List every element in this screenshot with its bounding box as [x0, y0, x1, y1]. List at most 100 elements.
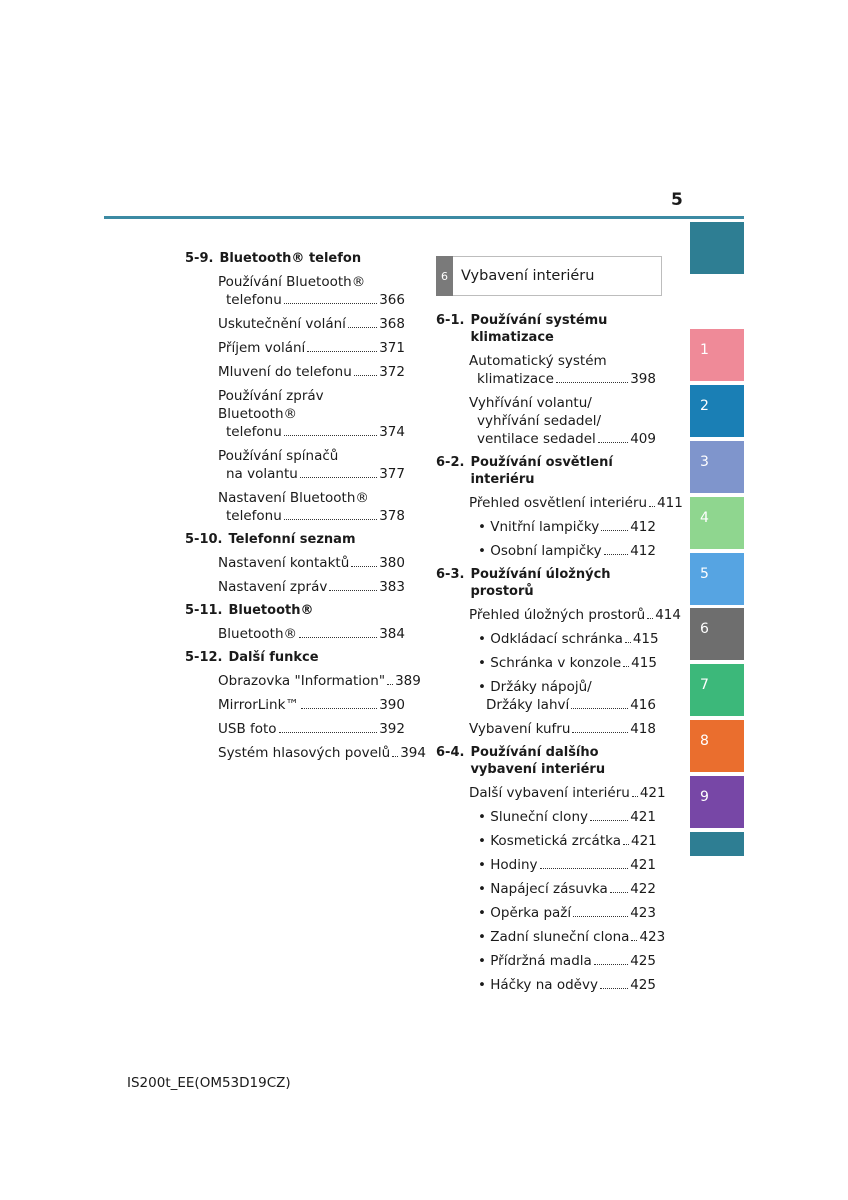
tab-7[interactable]: 7: [690, 664, 744, 716]
section-heading: 6-4. Používání dalšího vybavení interiéru: [436, 745, 606, 777]
section-heading: 5-9. Bluetooth® telefon: [185, 251, 362, 266]
page-ref: 392: [379, 721, 405, 737]
page-ref: 389: [395, 673, 421, 689]
page-ref: 412: [630, 519, 656, 535]
toc-entry[interactable]: Používání Bluetooth® telefonu 366: [218, 274, 405, 308]
toc-entry[interactable]: Další vybavení interiéru 421: [469, 785, 666, 801]
toc-entry[interactable]: • Kosmetická zrcátka 421: [478, 833, 657, 849]
page-ref: 421: [630, 809, 656, 825]
toc-entry[interactable]: Přehled osvětlení interiéru 411: [469, 495, 683, 511]
tab-9[interactable]: 9: [690, 776, 744, 828]
page-ref: 398: [630, 371, 656, 387]
tab-2[interactable]: 2: [690, 385, 744, 437]
toc-entry[interactable]: Bluetooth® 384: [218, 626, 405, 642]
chapter-title: Vybavení interiéru: [461, 268, 595, 284]
page-ref: 423: [639, 929, 666, 945]
tab-label: 6: [700, 621, 709, 637]
chapter-header: 6 Vybavení interiéru: [436, 256, 662, 296]
tab-3[interactable]: 3: [690, 441, 744, 493]
section-heading: 6-1. Používání systému klimatizace: [436, 313, 608, 345]
toc-entry[interactable]: • Sluneční clony 421: [478, 809, 656, 825]
toc-entry[interactable]: Automatický systém klimatizace 398: [469, 353, 656, 387]
section-heading: 5-11. Bluetooth®: [185, 603, 314, 618]
tab-bottom[interactable]: [690, 832, 744, 856]
page-ref: 425: [630, 977, 656, 993]
page-ref: 383: [379, 579, 405, 595]
page-ref: 411: [657, 495, 683, 511]
toc-entry[interactable]: Příjem volání 371: [218, 340, 405, 356]
page-ref: 423: [630, 905, 656, 921]
chapter-number-badge: 6: [436, 256, 453, 296]
page-ref: 418: [630, 721, 656, 737]
toc-entry[interactable]: Používání zpráv Bluetooth® telefonu 374: [218, 388, 405, 440]
tab-label: 2: [700, 398, 709, 414]
tab-current[interactable]: [690, 222, 744, 274]
page-ref: 414: [655, 607, 681, 623]
page-ref: 371: [379, 340, 405, 356]
tab-label: 5: [700, 566, 709, 582]
toc-left-column: 5-9. Bluetooth® telefon Používání Bluetoo…: [185, 250, 426, 768]
tab-6[interactable]: 6: [690, 608, 744, 660]
toc-entry[interactable]: Nastavení kontaktů 380: [218, 555, 405, 571]
page-ref: 422: [630, 881, 656, 897]
toc-entry[interactable]: Nastavení zpráv 383: [218, 579, 405, 595]
toc-entry[interactable]: Vyhřívání volantu/vyhřívání sedadel/vent…: [469, 395, 656, 447]
toc-entry[interactable]: • Držáky nápojů/Držáky lahví 416: [478, 679, 656, 713]
tab-label: 8: [700, 733, 709, 749]
toc-entry[interactable]: • Vnitřní lampičky 412: [478, 519, 656, 535]
toc-entry[interactable]: Systém hlasových povelů 394: [218, 745, 426, 761]
tab-label: 9: [700, 789, 709, 805]
tab-label: 7: [700, 677, 709, 693]
tab-label: 4: [700, 510, 709, 526]
toc-entry[interactable]: Mluvení do telefonu 372: [218, 364, 405, 380]
toc-entry[interactable]: Nastavení Bluetooth® telefonu 378: [218, 490, 405, 524]
page-ref: 415: [631, 655, 657, 671]
toc-entry[interactable]: • Zadní sluneční clona 423: [478, 929, 666, 945]
tab-label: 3: [700, 454, 709, 470]
tab-4[interactable]: 4: [690, 497, 744, 549]
page-ref: 409: [630, 431, 656, 447]
toc-entry[interactable]: • Přídržná madla 425: [478, 953, 656, 969]
page-ref: 415: [632, 631, 659, 647]
toc-entry[interactable]: Vybavení kufru 418: [469, 721, 656, 737]
tab-8[interactable]: 8: [690, 720, 744, 772]
toc-entry[interactable]: • Schránka v konzole 415: [478, 655, 657, 671]
page-ref: 378: [379, 508, 405, 524]
tab-label: 1: [700, 342, 709, 358]
toc-entry[interactable]: • Napájecí zásuvka 422: [478, 881, 656, 897]
toc-right-column: 6-1. Používání systému klimatizace Automa…: [436, 312, 683, 1000]
page-ref: 377: [379, 466, 405, 482]
toc-entry[interactable]: Obrazovka "Information" 389: [218, 673, 421, 689]
page-ref: 421: [639, 785, 666, 801]
tab-5[interactable]: 5: [690, 553, 744, 605]
section-heading: 5-12. Další funkce: [185, 650, 319, 665]
page-ref: 384: [379, 626, 405, 642]
page-number: 5: [671, 190, 683, 210]
page-ref: 390: [379, 697, 405, 713]
section-heading: 5-10. Telefonní seznam: [185, 532, 356, 547]
header-rule: [104, 216, 744, 219]
toc-entry[interactable]: • Odkládací schránka 415: [478, 631, 659, 647]
toc-entry[interactable]: • Háčky na oděvy 425: [478, 977, 656, 993]
toc-entry[interactable]: Uskutečnění volání 368: [218, 316, 405, 332]
toc-entry[interactable]: USB foto 392: [218, 721, 405, 737]
page-ref: 366: [379, 292, 405, 308]
page-ref: 421: [630, 833, 657, 849]
toc-entry[interactable]: Přehled úložných prostorů 414: [469, 607, 681, 623]
toc-entry[interactable]: • Opěrka paží 423: [478, 905, 656, 921]
page-ref: 394: [400, 745, 426, 761]
document-code-footer: IS200t_EE(OM53D19CZ): [127, 1075, 291, 1091]
page-ref: 421: [630, 857, 656, 873]
toc-entry[interactable]: Používání spínačů na volantu 377: [218, 448, 405, 482]
toc-entry[interactable]: MirrorLink™ 390: [218, 697, 405, 713]
toc-entry[interactable]: • Osobní lampičky 412: [478, 543, 656, 559]
page-ref: 380: [379, 555, 405, 571]
section-heading: 6-3. Používání úložných prostorů: [436, 567, 611, 599]
page-ref: 372: [379, 364, 405, 380]
toc-entry[interactable]: • Hodiny 421: [478, 857, 656, 873]
page-ref: 416: [630, 697, 656, 713]
tab-1[interactable]: 1: [690, 329, 744, 381]
page-ref: 425: [630, 953, 656, 969]
section-heading: 6-2. Používání osvětlení interiéru: [436, 455, 613, 487]
page-ref: 412: [630, 543, 656, 559]
